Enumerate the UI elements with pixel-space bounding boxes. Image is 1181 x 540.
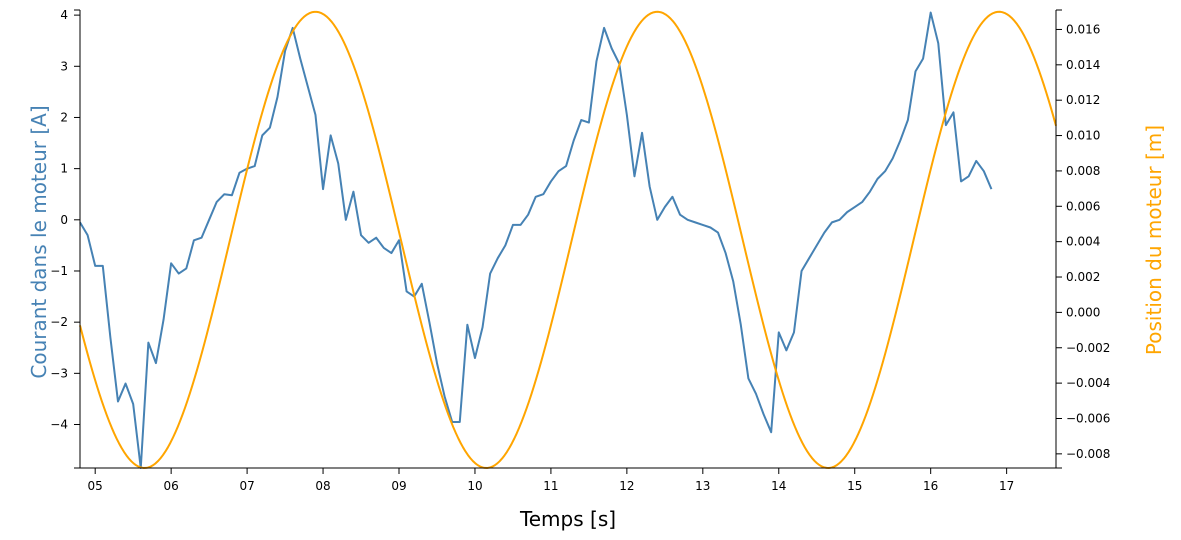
right-y-tick-label: 0.000 — [1066, 305, 1100, 319]
right-y-axis-title: Position du moteur [m] — [1142, 125, 1166, 355]
right-y-tick-label: 0.006 — [1066, 199, 1100, 213]
left-y-tick-label: −3 — [50, 366, 68, 380]
x-tick-label: 11 — [543, 479, 558, 493]
left-y-tick-label: 0 — [60, 213, 68, 227]
left-y-tick-label: 2 — [60, 110, 68, 124]
left-y-tick-label: −1 — [50, 264, 68, 278]
right-y-tick-label: −0.004 — [1066, 376, 1110, 390]
left-y-tick-label: 1 — [60, 162, 68, 176]
x-tick-label: 06 — [164, 479, 179, 493]
left-y-axis-title: Courant dans le moteur [A] — [27, 105, 51, 378]
x-tick-label: 14 — [771, 479, 786, 493]
left-y-tick-label: −2 — [50, 315, 68, 329]
x-tick-label: 10 — [467, 479, 482, 493]
x-axis-title: Temps [s] — [519, 507, 616, 531]
right-y-tick-label: 0.012 — [1066, 93, 1100, 107]
x-tick-label: 08 — [315, 479, 330, 493]
right-y-tick-label: 0.016 — [1066, 22, 1100, 36]
right-y-tick-label: −0.002 — [1066, 341, 1110, 355]
position-series-line — [79, 10, 1057, 469]
left-y-tick-label: 4 — [60, 8, 68, 22]
x-tick-label: 09 — [391, 479, 406, 493]
x-tick-label: 12 — [619, 479, 634, 493]
right-y-tick-label: 0.014 — [1066, 58, 1100, 72]
current-series-line — [79, 11, 993, 469]
x-tick-label: 17 — [999, 479, 1014, 493]
right-y-tick-label: 0.004 — [1066, 235, 1100, 249]
x-tick-label: 07 — [239, 479, 254, 493]
right-y-tick-label: 0.008 — [1066, 164, 1100, 178]
right-y-tick-label: −0.006 — [1066, 411, 1110, 425]
left-y-tick-label: −4 — [50, 418, 68, 432]
right-y-tick-label: 0.010 — [1066, 129, 1100, 143]
left-y-tick-label: 3 — [60, 59, 68, 73]
x-tick-label: 05 — [88, 479, 103, 493]
x-tick-label: 13 — [695, 479, 710, 493]
x-tick-label: 15 — [847, 479, 862, 493]
right-y-tick-label: −0.008 — [1066, 447, 1110, 461]
right-y-tick-label: 0.002 — [1066, 270, 1100, 284]
x-tick-label: 16 — [923, 479, 938, 493]
